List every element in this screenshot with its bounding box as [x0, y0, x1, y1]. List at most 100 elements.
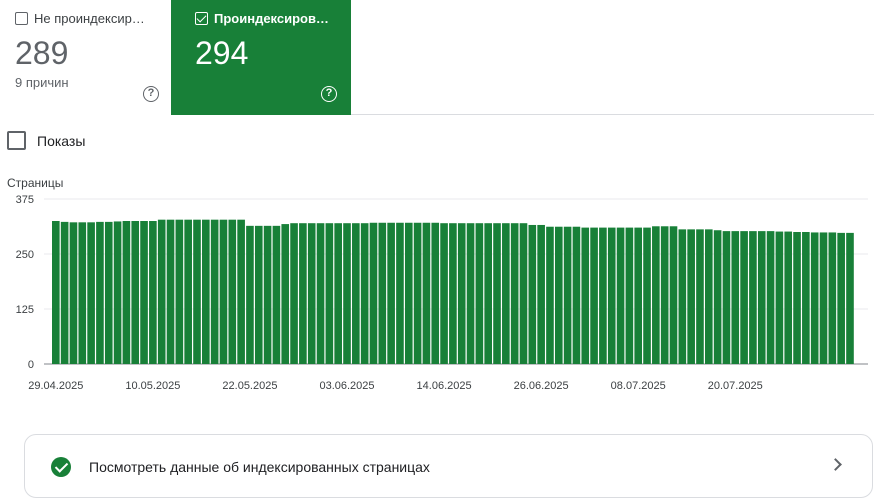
chart-bar[interactable] — [713, 230, 722, 364]
chart-bar[interactable] — [554, 226, 563, 364]
chart-bar[interactable] — [440, 223, 448, 364]
chart-bar[interactable] — [722, 231, 731, 364]
chart-bar[interactable] — [590, 227, 598, 364]
chart-bar[interactable] — [202, 219, 210, 364]
chart-bar[interactable] — [246, 225, 254, 364]
chart-bar[interactable] — [272, 225, 281, 364]
chart-bar[interactable] — [493, 223, 501, 364]
chart-bar[interactable] — [784, 231, 793, 364]
chart-bar[interactable] — [87, 222, 95, 364]
chart-bar[interactable] — [775, 231, 784, 364]
chart-bar[interactable] — [104, 221, 113, 364]
chart-bar[interactable] — [660, 226, 669, 364]
chart-bar[interactable] — [669, 226, 678, 364]
chart-bar[interactable] — [757, 231, 766, 364]
chart-bar[interactable] — [537, 224, 545, 364]
chart-bar[interactable] — [519, 223, 528, 364]
chart-bar[interactable] — [599, 227, 607, 364]
not-indexed-card[interactable]: Не проиндексир… 289 9 причин ? — [0, 0, 171, 115]
chart-bar[interactable] — [352, 223, 360, 364]
chart-bar[interactable] — [78, 222, 87, 364]
chart-bar[interactable] — [581, 227, 590, 364]
chart-bar[interactable] — [404, 222, 413, 364]
chart-bar[interactable] — [819, 232, 828, 364]
chart-bar[interactable] — [696, 229, 704, 364]
chart-bar[interactable] — [457, 223, 466, 364]
chart-bar[interactable] — [802, 232, 810, 364]
chart-bar[interactable] — [828, 232, 837, 364]
chart-bar[interactable] — [431, 222, 440, 364]
chart-bar[interactable] — [652, 226, 660, 364]
chart-bar[interactable] — [325, 223, 334, 364]
chart-bar[interactable] — [343, 223, 351, 364]
checkbox-checked-icon[interactable] — [195, 12, 208, 25]
chart-bar[interactable] — [316, 223, 325, 364]
chart-bar[interactable] — [219, 219, 228, 364]
chart-bar[interactable] — [307, 223, 316, 364]
chart-bar[interactable] — [607, 227, 616, 364]
chart-bar[interactable] — [131, 221, 140, 364]
checkbox-icon[interactable] — [15, 12, 28, 25]
chart-bar[interactable] — [766, 231, 775, 364]
chart-bar[interactable] — [263, 225, 272, 364]
chart-bar[interactable] — [740, 231, 748, 364]
chart-bar[interactable] — [449, 223, 457, 364]
indexed-card[interactable]: Проиндексирова… 294 ? — [171, 0, 351, 115]
chart-bar[interactable] — [387, 222, 395, 364]
help-icon[interactable]: ? — [143, 86, 159, 102]
chart-bar[interactable] — [687, 229, 695, 364]
chart-bar[interactable] — [466, 223, 475, 364]
chart-bar[interactable] — [846, 232, 854, 364]
chart-bar[interactable] — [749, 231, 757, 364]
chart-bar[interactable] — [175, 219, 184, 364]
chart-bar[interactable] — [210, 219, 219, 364]
chart-bar[interactable] — [166, 219, 175, 364]
chart-bar[interactable] — [528, 224, 537, 364]
chart-bar[interactable] — [149, 221, 157, 364]
chart-bar[interactable] — [369, 222, 378, 364]
chart-bar[interactable] — [184, 219, 192, 364]
chart-bar[interactable] — [475, 223, 484, 364]
chart-bar[interactable] — [290, 223, 298, 364]
chart-bar[interactable] — [69, 222, 78, 364]
chart-bar[interactable] — [634, 227, 643, 364]
chart-bar[interactable] — [96, 221, 104, 364]
chart-bar[interactable] — [810, 232, 819, 364]
chart-bar[interactable] — [616, 227, 625, 364]
chart-bar[interactable] — [360, 223, 369, 364]
view-indexed-pages-link[interactable]: Посмотреть данные об индексированных стр… — [24, 434, 873, 498]
chart-bar[interactable] — [837, 232, 845, 364]
chart-bar[interactable] — [704, 229, 713, 364]
chart-bar[interactable] — [484, 223, 492, 364]
help-icon[interactable]: ? — [321, 86, 337, 102]
chart-bar[interactable] — [334, 223, 342, 364]
chart-bar[interactable] — [122, 221, 131, 364]
chart-bar[interactable] — [254, 225, 263, 364]
chart-bar[interactable] — [625, 227, 634, 364]
checkbox-icon[interactable] — [7, 131, 26, 150]
chart-bar[interactable] — [60, 221, 69, 364]
chart-bar[interactable] — [237, 219, 245, 364]
chart-bar[interactable] — [299, 223, 307, 364]
chart-bar[interactable] — [140, 221, 148, 364]
chart-bar[interactable] — [643, 227, 651, 364]
chart-bar[interactable] — [793, 232, 801, 364]
chart-bar[interactable] — [52, 221, 60, 364]
chart-bar[interactable] — [396, 222, 404, 364]
chart-bar[interactable] — [378, 222, 387, 364]
chart-bar[interactable] — [563, 226, 572, 364]
chart-bar[interactable] — [113, 221, 122, 364]
chart-bar[interactable] — [502, 223, 510, 364]
not-indexed-header[interactable]: Не проиндексир… — [15, 11, 145, 26]
chart-bar[interactable] — [731, 231, 740, 364]
chart-bar[interactable] — [546, 226, 554, 364]
chart-bar[interactable] — [678, 229, 687, 364]
chart-bar[interactable] — [193, 219, 201, 364]
chart-bar[interactable] — [572, 226, 581, 364]
shows-toggle[interactable]: Показы — [7, 131, 85, 150]
chart-bar[interactable] — [228, 219, 237, 364]
indexed-header[interactable]: Проиндексирова… — [195, 11, 334, 26]
chart-bar[interactable] — [413, 222, 422, 364]
chart-bar[interactable] — [510, 223, 519, 364]
chart-bar[interactable] — [422, 222, 431, 364]
